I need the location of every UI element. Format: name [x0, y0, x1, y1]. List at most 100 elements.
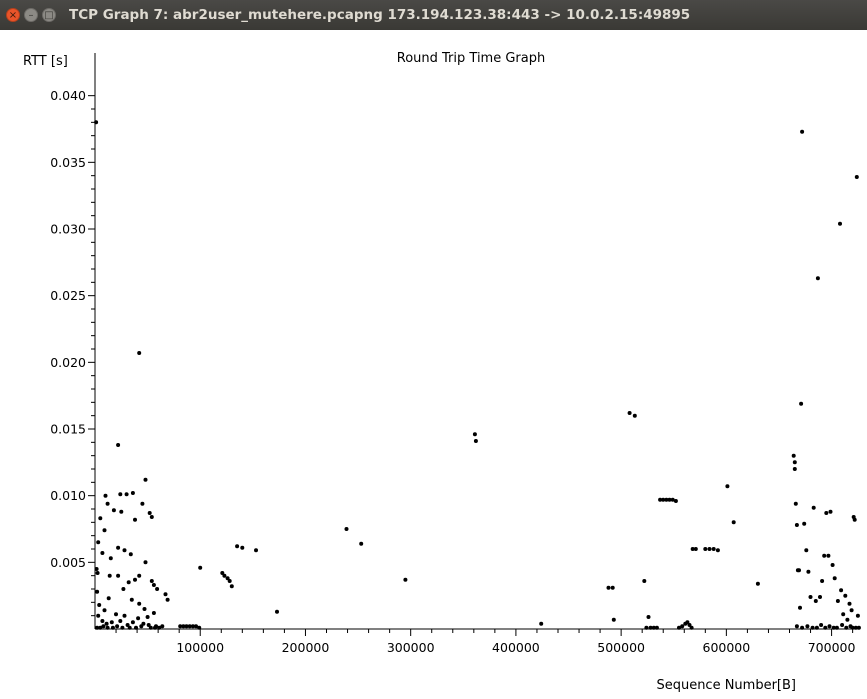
rtt-data-point: [815, 276, 820, 281]
rtt-data-point: [707, 547, 712, 551]
rtt-data-point: [129, 597, 134, 602]
rtt-data-point: [184, 624, 189, 629]
rtt-data-point: [823, 625, 828, 630]
rtt-data-point: [794, 624, 799, 629]
close-button[interactable]: ×: [6, 8, 20, 22]
y-axis-label: RTT [s]: [23, 54, 68, 69]
rtt-data-point: [844, 625, 849, 630]
rtt-data-point: [606, 585, 611, 590]
rtt-data-point: [845, 617, 850, 622]
rtt-data-point: [805, 624, 810, 629]
rtt-data-point: [673, 499, 678, 503]
rtt-data-point: [102, 528, 107, 533]
rtt-data-point: [227, 579, 232, 583]
rtt-data-point: [133, 517, 137, 522]
rtt-data-point: [804, 548, 809, 553]
rtt-data-point: [222, 573, 227, 578]
rtt-data-point: [165, 597, 170, 602]
rtt-data-point: [820, 579, 825, 583]
rtt-data-point: [824, 511, 829, 515]
x-tick-label: 100000: [176, 640, 224, 655]
rtt-data-point: [137, 573, 142, 578]
rtt-data-point: [813, 599, 818, 603]
rtt-data-point: [610, 585, 615, 590]
rtt-data-point: [658, 497, 663, 502]
rtt-data-point: [855, 613, 860, 618]
chart-title: Round Trip Time Graph: [397, 51, 545, 66]
rtt-data-point: [835, 599, 840, 603]
y-tick-label: 0.035: [50, 155, 86, 170]
rtt-data-point: [102, 608, 107, 613]
rtt-data-point: [95, 589, 100, 594]
rtt-data-point: [826, 553, 831, 558]
rtt-data-point: [143, 560, 148, 565]
rtt-data-point: [125, 623, 130, 627]
rtt-data-point: [181, 624, 186, 629]
rtt-data-point: [725, 484, 730, 489]
rtt-data-point: [240, 545, 245, 550]
rtt-data-point: [685, 620, 690, 625]
y-tick-label: 0.025: [50, 288, 86, 303]
rtt-data-point: [139, 624, 144, 629]
rtt-data-point: [841, 612, 846, 617]
rtt-data-point: [130, 491, 135, 495]
rtt-data-point: [137, 351, 142, 355]
rtt-data-point: [157, 625, 162, 630]
rtt-data-point: [105, 625, 110, 630]
y-tick-label: 0.030: [50, 222, 86, 237]
rtt-data-point: [693, 547, 698, 551]
rtt-data-point: [680, 624, 685, 629]
rtt-data-point: [98, 516, 103, 521]
rtt-data-point: [832, 576, 837, 581]
rtt-data-point: [107, 573, 112, 578]
rtt-data-point: [472, 432, 477, 437]
rtt-data-point: [94, 567, 99, 571]
maximize-button[interactable]: □: [42, 8, 56, 22]
rtt-data-point: [147, 511, 152, 515]
x-tick-label: 200000: [282, 640, 330, 655]
rtt-data-point: [654, 625, 659, 630]
rtt-data-point: [632, 413, 637, 418]
rtt-data-point: [856, 625, 861, 630]
rtt-data-point: [854, 175, 859, 179]
rtt-data-point: [611, 617, 616, 622]
rtt-data-point: [822, 553, 827, 558]
rtt-data-point: [850, 625, 855, 630]
y-axis-ticks: 0.005 0.010 0.015 0.020 0.025 0.030 0.035 0.040: [50, 88, 95, 617]
rtt-data-point: [802, 521, 807, 526]
rtt-data-point: [689, 625, 694, 630]
rtt-data-point: [146, 623, 151, 627]
rtt-data-point: [834, 625, 839, 630]
rtt-data-point: [797, 568, 801, 573]
rtt-data-point: [145, 615, 150, 619]
rtt-data-point: [755, 581, 760, 586]
rtt-data-point: [108, 556, 113, 561]
rtt-data-point: [104, 621, 109, 626]
rtt-data-point: [814, 625, 819, 630]
rtt-data-point: [178, 624, 183, 629]
rtt-data-point: [124, 492, 129, 497]
rtt-data-point: [359, 541, 364, 546]
rtt-data-point: [229, 584, 234, 589]
rtt-data-point: [110, 625, 115, 630]
rtt-data-point: [827, 624, 832, 629]
rtt-data-point: [114, 612, 118, 617]
rtt-data-point: [794, 523, 799, 527]
rtt-data-point: [792, 467, 797, 471]
rtt-data-point: [100, 551, 105, 555]
minimize-button[interactable]: –: [24, 8, 38, 22]
rtt-graph-canvas[interactable]: Round Trip Time Graph RTT [s] Sequence N…: [0, 30, 867, 699]
rtt-data-point: [808, 595, 813, 599]
x-tick-label: 700000: [808, 640, 856, 655]
y-tick-label: 0.010: [50, 488, 86, 503]
rtt-data-point: [187, 624, 192, 629]
rtt-data-point: [95, 571, 100, 575]
rtt-data-point: [539, 621, 544, 626]
rtt-data-point: [798, 605, 802, 610]
rtt-data-point: [627, 411, 632, 415]
rtt-data-point: [220, 571, 225, 575]
rtt-data-point: [111, 508, 116, 513]
rtt-data-point: [130, 620, 135, 625]
rtt-data-point: [100, 619, 105, 623]
rtt-data-point: [98, 625, 103, 630]
